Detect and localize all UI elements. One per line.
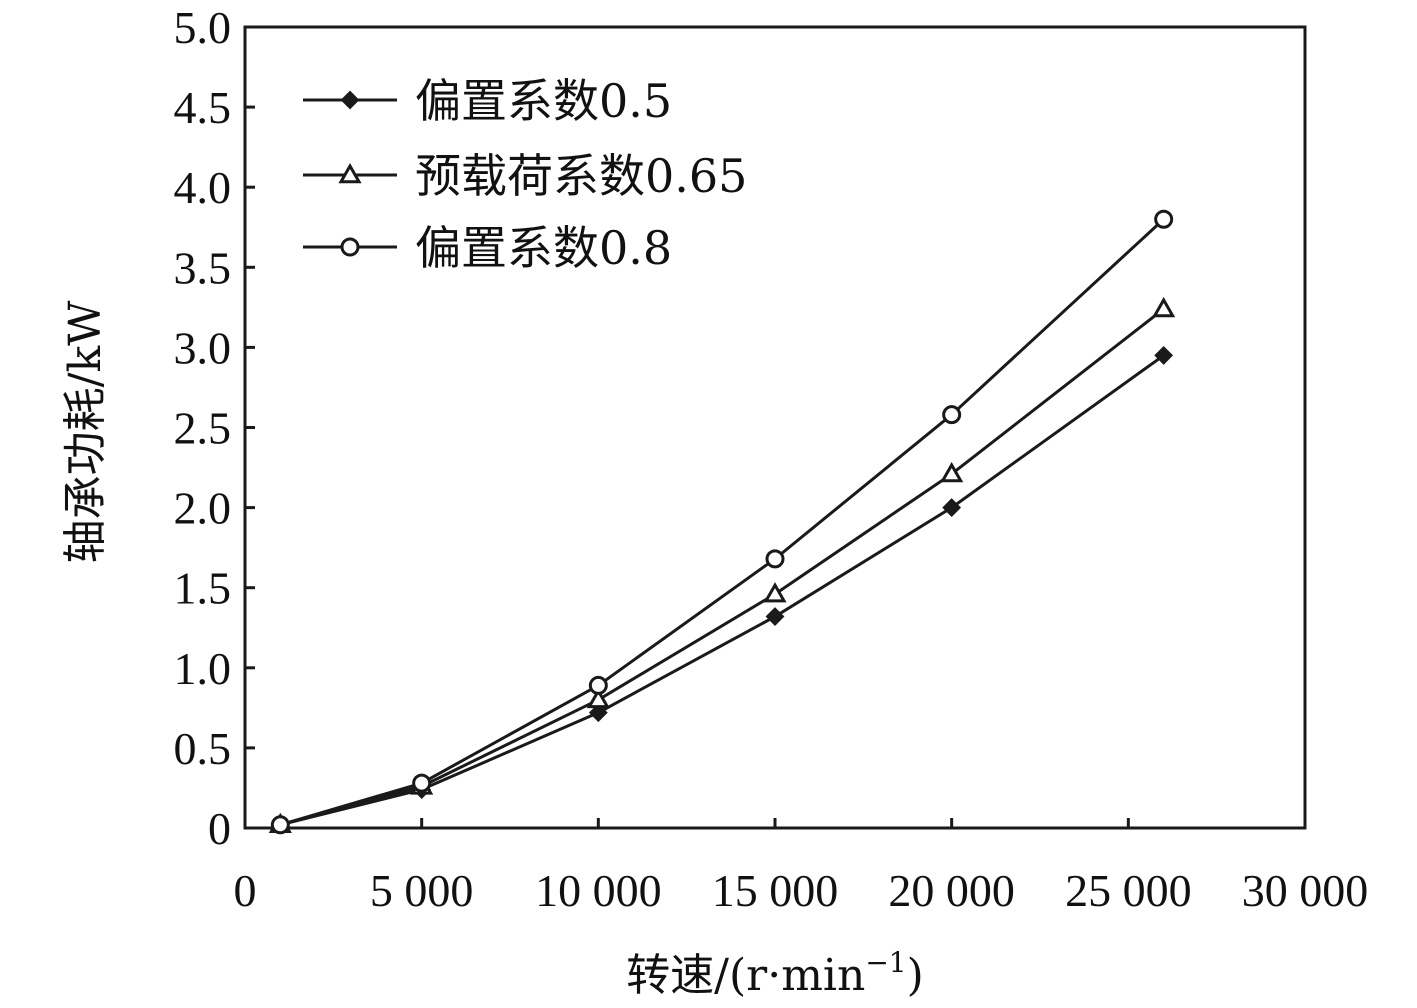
series-2 [268,296,1176,834]
legend-marker [340,90,360,110]
data-point-marker [586,687,610,709]
series-line [279,354,1165,827]
y-tick-label: 2.0 [174,483,232,534]
y-tick-label: 5.0 [174,2,232,53]
legend-entry-1: 偏置系数0.5 [303,74,672,128]
x-axis: 0 5 000 10 000 15 000 20 000 25 000 30 000 [234,818,1369,916]
data-point-marker [765,549,785,569]
y-tick-label: 3.0 [174,322,232,373]
y-axis: 0 0.5 1.0 1.5 2.0 2.5 3.0 3.5 4.0 4.5 5.0 [174,2,255,854]
y-tick-label: 4.0 [174,162,232,213]
data-point-marker [763,582,787,603]
data-point-marker [270,815,290,835]
data-point-marker [942,498,962,518]
y-tick-label: 0 [208,803,231,854]
x-tick-label: 20 000 [888,865,1015,916]
y-axis-title: 轴承功耗/kW [60,300,111,563]
x-axis-title-main: 转速/(r·min [626,950,865,1001]
series-1 [270,345,1174,835]
x-tick-label: 5 000 [370,865,474,916]
y-tick-label: 1.0 [174,643,232,694]
plot-border [243,25,1307,830]
series-layer [268,209,1176,835]
legend-label: 预载荷系数0.65 [415,149,747,203]
legend-entry-2: 预载荷系数0.65 [303,149,747,203]
legend-marker [338,162,362,184]
legend-label: 偏置系数0.8 [415,221,672,275]
plot-frame [243,25,1307,830]
y-tick-label: 0.5 [174,723,232,774]
x-tick-label: 10 000 [535,865,662,916]
y-tick-label: 4.5 [174,82,232,133]
y-tick-label: 1.5 [174,563,232,614]
x-tick-label: 30 000 [1242,865,1369,916]
data-point-marker [588,703,608,723]
data-point-marker [1154,209,1174,229]
data-point-marker [588,675,608,695]
x-tick-label: 25 000 [1065,865,1192,916]
data-point-marker [1152,296,1176,318]
x-tick-label: 0 [234,865,257,916]
data-point-marker [942,405,962,425]
data-point-marker [1154,345,1174,365]
y-tick-label: 3.5 [174,242,232,293]
series-line [279,218,1165,827]
data-point-marker [765,607,785,626]
x-tick-label: 15 000 [712,865,839,916]
data-point-marker [940,461,964,483]
legend-entry-3: 偏置系数0.8 [303,221,672,275]
x-axis-title-superscript: −1 [865,946,906,979]
legend-label: 偏置系数0.5 [415,74,672,128]
y-tick-label: 2.5 [174,403,232,454]
series-3 [270,209,1174,835]
legend-marker [340,237,360,257]
x-axis-title: 转速/(r·min−1) [626,946,924,1001]
x-axis-title-tail: ) [907,950,924,1001]
series-line [279,307,1165,827]
data-point-marker [412,773,432,793]
legend: 偏置系数0.5 预载荷系数0.65 偏置系数0.8 [303,74,747,275]
